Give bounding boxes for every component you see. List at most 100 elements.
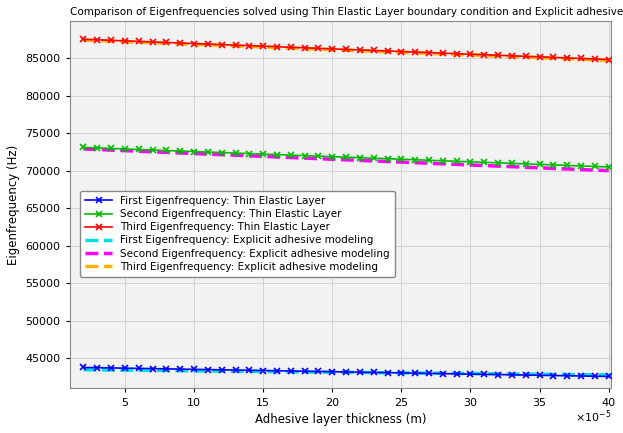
- First Eigenfrequency: Thin Elastic Layer: (0.00039, 4.26e+04): Thin Elastic Layer: (0.00039, 4.26e+04): [591, 374, 599, 379]
- Third Eigenfrequency: Explicit adhesive modeling: (9e-05, 8.69e+04): Explicit adhesive modeling: (9e-05, 8.69…: [176, 41, 184, 46]
- Second Eigenfrequency: Explicit adhesive modeling: (0.00027, 7.1e+04): Explicit adhesive modeling: (0.00027, 7.…: [426, 161, 433, 166]
- Third Eigenfrequency: Explicit adhesive modeling: (0.00013, 8.66e+04): Explicit adhesive modeling: (0.00013, 8.…: [232, 43, 239, 48]
- First Eigenfrequency: Explicit adhesive modeling: (0.0004, 4.28e+04): Explicit adhesive modeling: (0.0004, 4.2…: [605, 372, 612, 378]
- First Eigenfrequency: Explicit adhesive modeling: (0.00015, 4.33e+04): Explicit adhesive modeling: (0.00015, 4.…: [259, 369, 267, 374]
- Third Eigenfrequency: Explicit adhesive modeling: (4e-05, 8.73e+04): Explicit adhesive modeling: (4e-05, 8.73…: [107, 39, 115, 44]
- Second Eigenfrequency: Explicit adhesive modeling: (0.00029, 7.08e+04): Explicit adhesive modeling: (0.00029, 7.…: [453, 162, 460, 167]
- Line: Third Eigenfrequency: Explicit adhesive modeling: Third Eigenfrequency: Explicit adhesive …: [83, 40, 609, 60]
- Third Eigenfrequency: Thin Elastic Layer: (0.00017, 8.64e+04): Thin Elastic Layer: (0.00017, 8.64e+04): [287, 45, 295, 50]
- Third Eigenfrequency: Thin Elastic Layer: (0.00026, 8.58e+04): Thin Elastic Layer: (0.00026, 8.58e+04): [411, 49, 419, 55]
- First Eigenfrequency: Thin Elastic Layer: (0.00012, 4.35e+04): Thin Elastic Layer: (0.00012, 4.35e+04): [218, 367, 226, 372]
- First Eigenfrequency: Explicit adhesive modeling: (0.00024, 4.31e+04): Explicit adhesive modeling: (0.00024, 4.…: [384, 370, 391, 375]
- Second Eigenfrequency: Thin Elastic Layer: (0.00023, 7.17e+04): Thin Elastic Layer: (0.00023, 7.17e+04): [370, 155, 378, 161]
- Third Eigenfrequency: Thin Elastic Layer: (0.00034, 8.52e+04): Thin Elastic Layer: (0.00034, 8.52e+04): [522, 54, 530, 59]
- Third Eigenfrequency: Explicit adhesive modeling: (0.00017, 8.63e+04): Explicit adhesive modeling: (0.00017, 8.…: [287, 45, 295, 51]
- Second Eigenfrequency: Explicit adhesive modeling: (0.00018, 7.17e+04): Explicit adhesive modeling: (0.00018, 7.…: [301, 155, 308, 161]
- Third Eigenfrequency: Thin Elastic Layer: (0.00023, 8.6e+04): Thin Elastic Layer: (0.00023, 8.6e+04): [370, 48, 378, 53]
- Third Eigenfrequency: Thin Elastic Layer: (0.00021, 8.62e+04): Thin Elastic Layer: (0.00021, 8.62e+04): [343, 47, 350, 52]
- Second Eigenfrequency: Explicit adhesive modeling: (2e-05, 7.29e+04): Explicit adhesive modeling: (2e-05, 7.29…: [80, 146, 87, 152]
- Second Eigenfrequency: Explicit adhesive modeling: (7e-05, 7.25e+04): Explicit adhesive modeling: (7e-05, 7.25…: [149, 149, 156, 155]
- Second Eigenfrequency: Thin Elastic Layer: (0.00028, 7.13e+04): Thin Elastic Layer: (0.00028, 7.13e+04): [439, 158, 447, 163]
- First Eigenfrequency: Thin Elastic Layer: (0.00011, 4.35e+04): Thin Elastic Layer: (0.00011, 4.35e+04): [204, 367, 212, 372]
- Third Eigenfrequency: Thin Elastic Layer: (0.00016, 8.65e+04): Thin Elastic Layer: (0.00016, 8.65e+04): [273, 44, 281, 49]
- Third Eigenfrequency: Explicit adhesive modeling: (0.00016, 8.64e+04): Explicit adhesive modeling: (0.00016, 8.…: [273, 45, 281, 50]
- Third Eigenfrequency: Explicit adhesive modeling: (0.00012, 8.67e+04): Explicit adhesive modeling: (0.00012, 8.…: [218, 43, 226, 48]
- Second Eigenfrequency: Thin Elastic Layer: (0.00012, 7.24e+04): Thin Elastic Layer: (0.00012, 7.24e+04): [218, 150, 226, 155]
- First Eigenfrequency: Thin Elastic Layer: (7e-05, 4.36e+04): Thin Elastic Layer: (7e-05, 4.36e+04): [149, 366, 156, 371]
- Third Eigenfrequency: Explicit adhesive modeling: (0.00019, 8.62e+04): Explicit adhesive modeling: (0.00019, 8.…: [315, 46, 322, 52]
- Third Eigenfrequency: Thin Elastic Layer: (0.00035, 8.52e+04): Thin Elastic Layer: (0.00035, 8.52e+04): [536, 54, 543, 59]
- First Eigenfrequency: Explicit adhesive modeling: (0.00036, 4.29e+04): Explicit adhesive modeling: (0.00036, 4.…: [549, 372, 557, 377]
- Third Eigenfrequency: Thin Elastic Layer: (0.00027, 8.57e+04): Thin Elastic Layer: (0.00027, 8.57e+04): [426, 50, 433, 55]
- First Eigenfrequency: Thin Elastic Layer: (2e-05, 4.38e+04): Thin Elastic Layer: (2e-05, 4.38e+04): [80, 365, 87, 370]
- First Eigenfrequency: Explicit adhesive modeling: (0.0001, 4.34e+04): Explicit adhesive modeling: (0.0001, 4.3…: [190, 368, 197, 373]
- First Eigenfrequency: Explicit adhesive modeling: (0.00028, 4.3e+04): Explicit adhesive modeling: (0.00028, 4.…: [439, 371, 447, 376]
- First Eigenfrequency: Explicit adhesive modeling: (8e-05, 4.34e+04): Explicit adhesive modeling: (8e-05, 4.34…: [163, 368, 170, 373]
- Second Eigenfrequency: Thin Elastic Layer: (0.00018, 7.2e+04): Thin Elastic Layer: (0.00018, 7.2e+04): [301, 153, 308, 158]
- First Eigenfrequency: Thin Elastic Layer: (0.0001, 4.35e+04): Thin Elastic Layer: (0.0001, 4.35e+04): [190, 367, 197, 372]
- First Eigenfrequency: Explicit adhesive modeling: (0.00029, 4.3e+04): Explicit adhesive modeling: (0.00029, 4.…: [453, 371, 460, 376]
- Third Eigenfrequency: Thin Elastic Layer: (0.00019, 8.63e+04): Thin Elastic Layer: (0.00019, 8.63e+04): [315, 46, 322, 51]
- Second Eigenfrequency: Explicit adhesive modeling: (8e-05, 7.24e+04): Explicit adhesive modeling: (8e-05, 7.24…: [163, 150, 170, 155]
- Second Eigenfrequency: Thin Elastic Layer: (0.00015, 7.22e+04): Thin Elastic Layer: (0.00015, 7.22e+04): [259, 152, 267, 157]
- First Eigenfrequency: Thin Elastic Layer: (0.00026, 4.3e+04): Thin Elastic Layer: (0.00026, 4.3e+04): [411, 371, 419, 376]
- Text: $\times10^{-5}$: $\times10^{-5}$: [575, 409, 611, 425]
- Third Eigenfrequency: Explicit adhesive modeling: (0.00015, 8.65e+04): Explicit adhesive modeling: (0.00015, 8.…: [259, 44, 267, 49]
- Third Eigenfrequency: Thin Elastic Layer: (0.00012, 8.68e+04): Thin Elastic Layer: (0.00012, 8.68e+04): [218, 42, 226, 47]
- Second Eigenfrequency: Explicit adhesive modeling: (0.00038, 7.02e+04): Explicit adhesive modeling: (0.00038, 7.…: [578, 167, 585, 172]
- First Eigenfrequency: Explicit adhesive modeling: (0.00013, 4.33e+04): Explicit adhesive modeling: (0.00013, 4.…: [232, 368, 239, 374]
- Second Eigenfrequency: Thin Elastic Layer: (0.00021, 7.18e+04): Thin Elastic Layer: (0.00021, 7.18e+04): [343, 155, 350, 160]
- Third Eigenfrequency: Thin Elastic Layer: (0.0004, 8.48e+04): Thin Elastic Layer: (0.0004, 8.48e+04): [605, 57, 612, 62]
- First Eigenfrequency: Thin Elastic Layer: (6e-05, 4.37e+04): Thin Elastic Layer: (6e-05, 4.37e+04): [135, 366, 143, 371]
- Third Eigenfrequency: Thin Elastic Layer: (0.00011, 8.69e+04): Thin Elastic Layer: (0.00011, 8.69e+04): [204, 42, 212, 47]
- Third Eigenfrequency: Thin Elastic Layer: (0.00028, 8.57e+04): Thin Elastic Layer: (0.00028, 8.57e+04): [439, 51, 447, 56]
- Second Eigenfrequency: Thin Elastic Layer: (0.0001, 7.26e+04): Thin Elastic Layer: (0.0001, 7.26e+04): [190, 149, 197, 154]
- Second Eigenfrequency: Thin Elastic Layer: (0.00027, 7.14e+04): Thin Elastic Layer: (0.00027, 7.14e+04): [426, 158, 433, 163]
- First Eigenfrequency: Explicit adhesive modeling: (4e-05, 4.35e+04): Explicit adhesive modeling: (4e-05, 4.35…: [107, 367, 115, 372]
- Third Eigenfrequency: Thin Elastic Layer: (5e-05, 8.73e+04): Thin Elastic Layer: (5e-05, 8.73e+04): [121, 38, 129, 43]
- First Eigenfrequency: Thin Elastic Layer: (0.00013, 4.35e+04): Thin Elastic Layer: (0.00013, 4.35e+04): [232, 368, 239, 373]
- First Eigenfrequency: Thin Elastic Layer: (0.00029, 4.29e+04): Thin Elastic Layer: (0.00029, 4.29e+04): [453, 371, 460, 376]
- First Eigenfrequency: Explicit adhesive modeling: (0.00037, 4.29e+04): Explicit adhesive modeling: (0.00037, 4.…: [563, 372, 571, 377]
- First Eigenfrequency: Thin Elastic Layer: (3e-05, 4.38e+04): Thin Elastic Layer: (3e-05, 4.38e+04): [93, 365, 101, 370]
- Third Eigenfrequency: Thin Elastic Layer: (0.00018, 8.64e+04): Thin Elastic Layer: (0.00018, 8.64e+04): [301, 45, 308, 50]
- Third Eigenfrequency: Explicit adhesive modeling: (0.0004, 8.47e+04): Explicit adhesive modeling: (0.0004, 8.4…: [605, 58, 612, 63]
- Second Eigenfrequency: Thin Elastic Layer: (6e-05, 7.28e+04): Thin Elastic Layer: (6e-05, 7.28e+04): [135, 147, 143, 152]
- First Eigenfrequency: Explicit adhesive modeling: (0.00027, 4.3e+04): Explicit adhesive modeling: (0.00027, 4.…: [426, 371, 433, 376]
- Third Eigenfrequency: Explicit adhesive modeling: (0.00031, 8.53e+04): Explicit adhesive modeling: (0.00031, 8.…: [480, 53, 488, 58]
- First Eigenfrequency: Thin Elastic Layer: (0.0002, 4.32e+04): Thin Elastic Layer: (0.0002, 4.32e+04): [328, 369, 336, 374]
- Second Eigenfrequency: Thin Elastic Layer: (0.0004, 7.05e+04): Thin Elastic Layer: (0.0004, 7.05e+04): [605, 165, 612, 170]
- Third Eigenfrequency: Explicit adhesive modeling: (0.0001, 8.68e+04): Explicit adhesive modeling: (0.0001, 8.6…: [190, 42, 197, 47]
- First Eigenfrequency: Explicit adhesive modeling: (0.00034, 4.29e+04): Explicit adhesive modeling: (0.00034, 4.…: [522, 372, 530, 377]
- First Eigenfrequency: Explicit adhesive modeling: (0.0003, 4.3e+04): Explicit adhesive modeling: (0.0003, 4.3…: [467, 371, 474, 376]
- Line: Second Eigenfrequency: Explicit adhesive modeling: Second Eigenfrequency: Explicit adhesive…: [83, 149, 609, 171]
- Second Eigenfrequency: Thin Elastic Layer: (0.00025, 7.15e+04): Thin Elastic Layer: (0.00025, 7.15e+04): [397, 157, 405, 162]
- Third Eigenfrequency: Thin Elastic Layer: (0.00013, 8.67e+04): Thin Elastic Layer: (0.00013, 8.67e+04): [232, 42, 239, 48]
- Third Eigenfrequency: Explicit adhesive modeling: (0.00025, 8.58e+04): Explicit adhesive modeling: (0.00025, 8.…: [397, 50, 405, 55]
- Second Eigenfrequency: Thin Elastic Layer: (0.00024, 7.16e+04): Thin Elastic Layer: (0.00024, 7.16e+04): [384, 156, 391, 162]
- First Eigenfrequency: Thin Elastic Layer: (0.00032, 4.29e+04): Thin Elastic Layer: (0.00032, 4.29e+04): [495, 372, 502, 377]
- First Eigenfrequency: Thin Elastic Layer: (4e-05, 4.37e+04): Thin Elastic Layer: (4e-05, 4.37e+04): [107, 365, 115, 371]
- Second Eigenfrequency: Explicit adhesive modeling: (0.00017, 7.18e+04): Explicit adhesive modeling: (0.00017, 7.…: [287, 155, 295, 160]
- Second Eigenfrequency: Explicit adhesive modeling: (0.00021, 7.14e+04): Explicit adhesive modeling: (0.00021, 7.…: [343, 157, 350, 162]
- Third Eigenfrequency: Explicit adhesive modeling: (0.00036, 8.5e+04): Explicit adhesive modeling: (0.00036, 8.…: [549, 55, 557, 61]
- Second Eigenfrequency: Explicit adhesive modeling: (0.0003, 7.08e+04): Explicit adhesive modeling: (0.0003, 7.0…: [467, 162, 474, 168]
- First Eigenfrequency: Thin Elastic Layer: (9e-05, 4.36e+04): Thin Elastic Layer: (9e-05, 4.36e+04): [176, 366, 184, 372]
- Second Eigenfrequency: Thin Elastic Layer: (0.00032, 7.1e+04): Thin Elastic Layer: (0.00032, 7.1e+04): [495, 160, 502, 165]
- First Eigenfrequency: Explicit adhesive modeling: (0.00016, 4.32e+04): Explicit adhesive modeling: (0.00016, 4.…: [273, 369, 281, 374]
- Second Eigenfrequency: Explicit adhesive modeling: (0.0002, 7.15e+04): Explicit adhesive modeling: (0.0002, 7.1…: [328, 157, 336, 162]
- First Eigenfrequency: Thin Elastic Layer: (0.00034, 4.28e+04): Thin Elastic Layer: (0.00034, 4.28e+04): [522, 372, 530, 378]
- Second Eigenfrequency: Explicit adhesive modeling: (0.00031, 7.07e+04): Explicit adhesive modeling: (0.00031, 7.…: [480, 163, 488, 168]
- Third Eigenfrequency: Explicit adhesive modeling: (0.00021, 8.6e+04): Explicit adhesive modeling: (0.00021, 8.…: [343, 48, 350, 53]
- Line: Second Eigenfrequency: Thin Elastic Layer: Second Eigenfrequency: Thin Elastic Laye…: [80, 144, 612, 171]
- Second Eigenfrequency: Thin Elastic Layer: (7e-05, 7.28e+04): Thin Elastic Layer: (7e-05, 7.28e+04): [149, 147, 156, 152]
- Third Eigenfrequency: Thin Elastic Layer: (0.00031, 8.54e+04): Thin Elastic Layer: (0.00031, 8.54e+04): [480, 52, 488, 57]
- Second Eigenfrequency: Explicit adhesive modeling: (5e-05, 7.27e+04): Explicit adhesive modeling: (5e-05, 7.27…: [121, 148, 129, 153]
- Second Eigenfrequency: Thin Elastic Layer: (3e-05, 7.3e+04): Thin Elastic Layer: (3e-05, 7.3e+04): [93, 145, 101, 151]
- Line: First Eigenfrequency: Thin Elastic Layer: First Eigenfrequency: Thin Elastic Layer: [80, 364, 612, 380]
- Third Eigenfrequency: Explicit adhesive modeling: (0.00022, 8.6e+04): Explicit adhesive modeling: (0.00022, 8.…: [356, 48, 364, 53]
- Third Eigenfrequency: Explicit adhesive modeling: (8e-05, 8.7e+04): Explicit adhesive modeling: (8e-05, 8.7e…: [163, 41, 170, 46]
- Third Eigenfrequency: Thin Elastic Layer: (2e-05, 8.75e+04): Thin Elastic Layer: (2e-05, 8.75e+04): [80, 37, 87, 42]
- First Eigenfrequency: Explicit adhesive modeling: (2e-05, 4.35e+04): Explicit adhesive modeling: (2e-05, 4.35…: [80, 367, 87, 372]
- Second Eigenfrequency: Thin Elastic Layer: (0.00014, 7.23e+04): Thin Elastic Layer: (0.00014, 7.23e+04): [245, 151, 253, 156]
